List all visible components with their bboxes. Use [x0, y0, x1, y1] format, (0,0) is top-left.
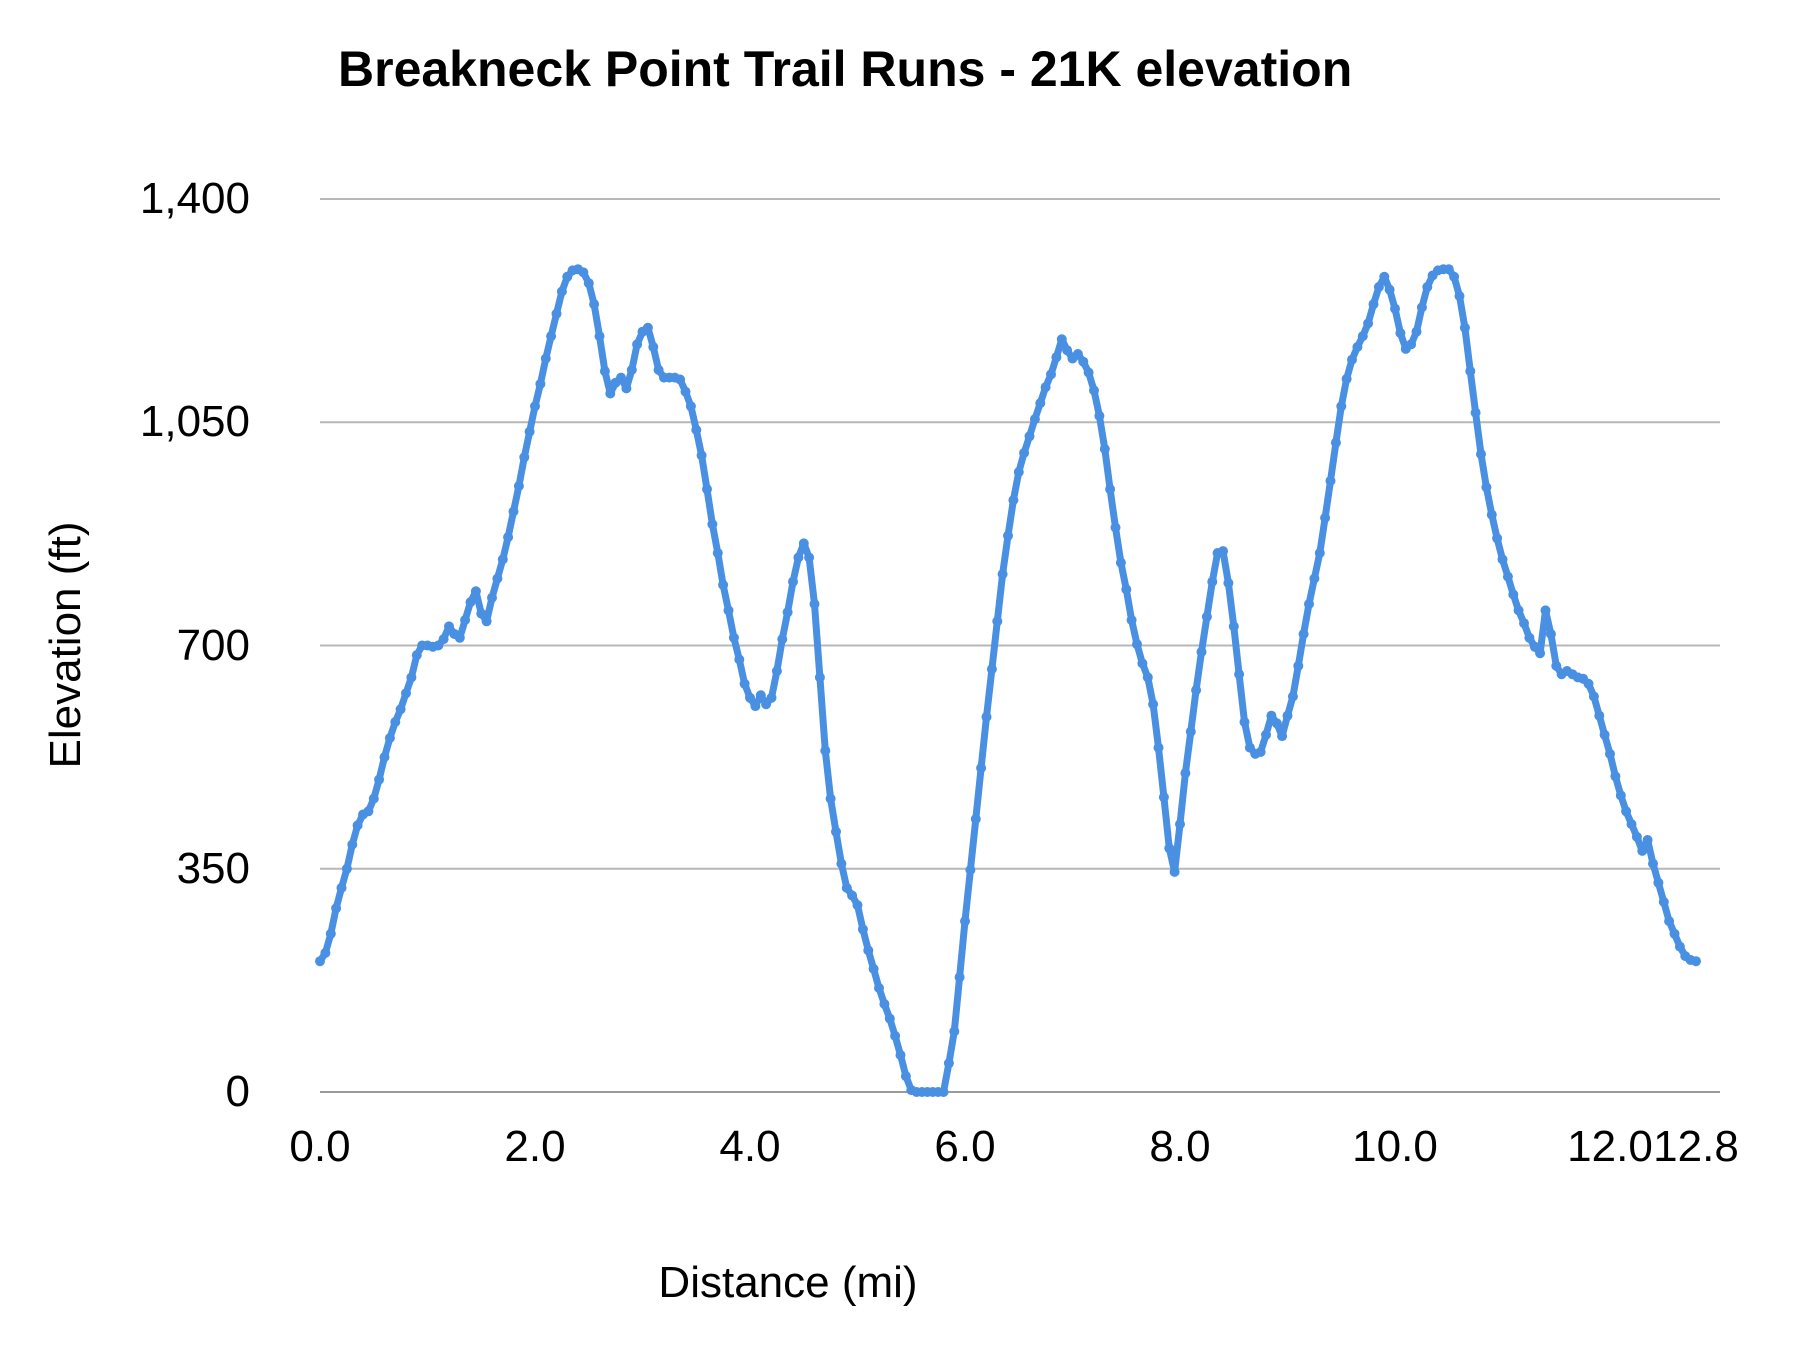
x-tick-label: 10.0: [1352, 1122, 1438, 1171]
y-tick-label: 700: [176, 620, 250, 670]
y-tick-label: 1,400: [139, 174, 250, 223]
x-tick-label: 0.0: [289, 1122, 351, 1171]
x-tick-label: 12.8: [1653, 1122, 1739, 1171]
y-tick-label: 350: [176, 843, 250, 893]
x-tick-label: 12.0: [1567, 1122, 1653, 1171]
elevation-points: [315, 264, 1701, 1097]
x-tick-label: 4.0: [719, 1122, 781, 1171]
y-tick-label: 1,050: [139, 397, 250, 447]
x-axis-title: Distance (mi): [658, 1258, 918, 1307]
y-tick-label: 0: [225, 1067, 250, 1116]
elevation-line: [316, 265, 1700, 1096]
x-tick-label: 2.0: [504, 1122, 566, 1171]
chart-title: Breakneck Point Trail Runs - 21K elevati…: [338, 41, 1353, 97]
x-tick-label: 8.0: [1149, 1122, 1211, 1171]
x-tick-label: 6.0: [934, 1122, 996, 1171]
